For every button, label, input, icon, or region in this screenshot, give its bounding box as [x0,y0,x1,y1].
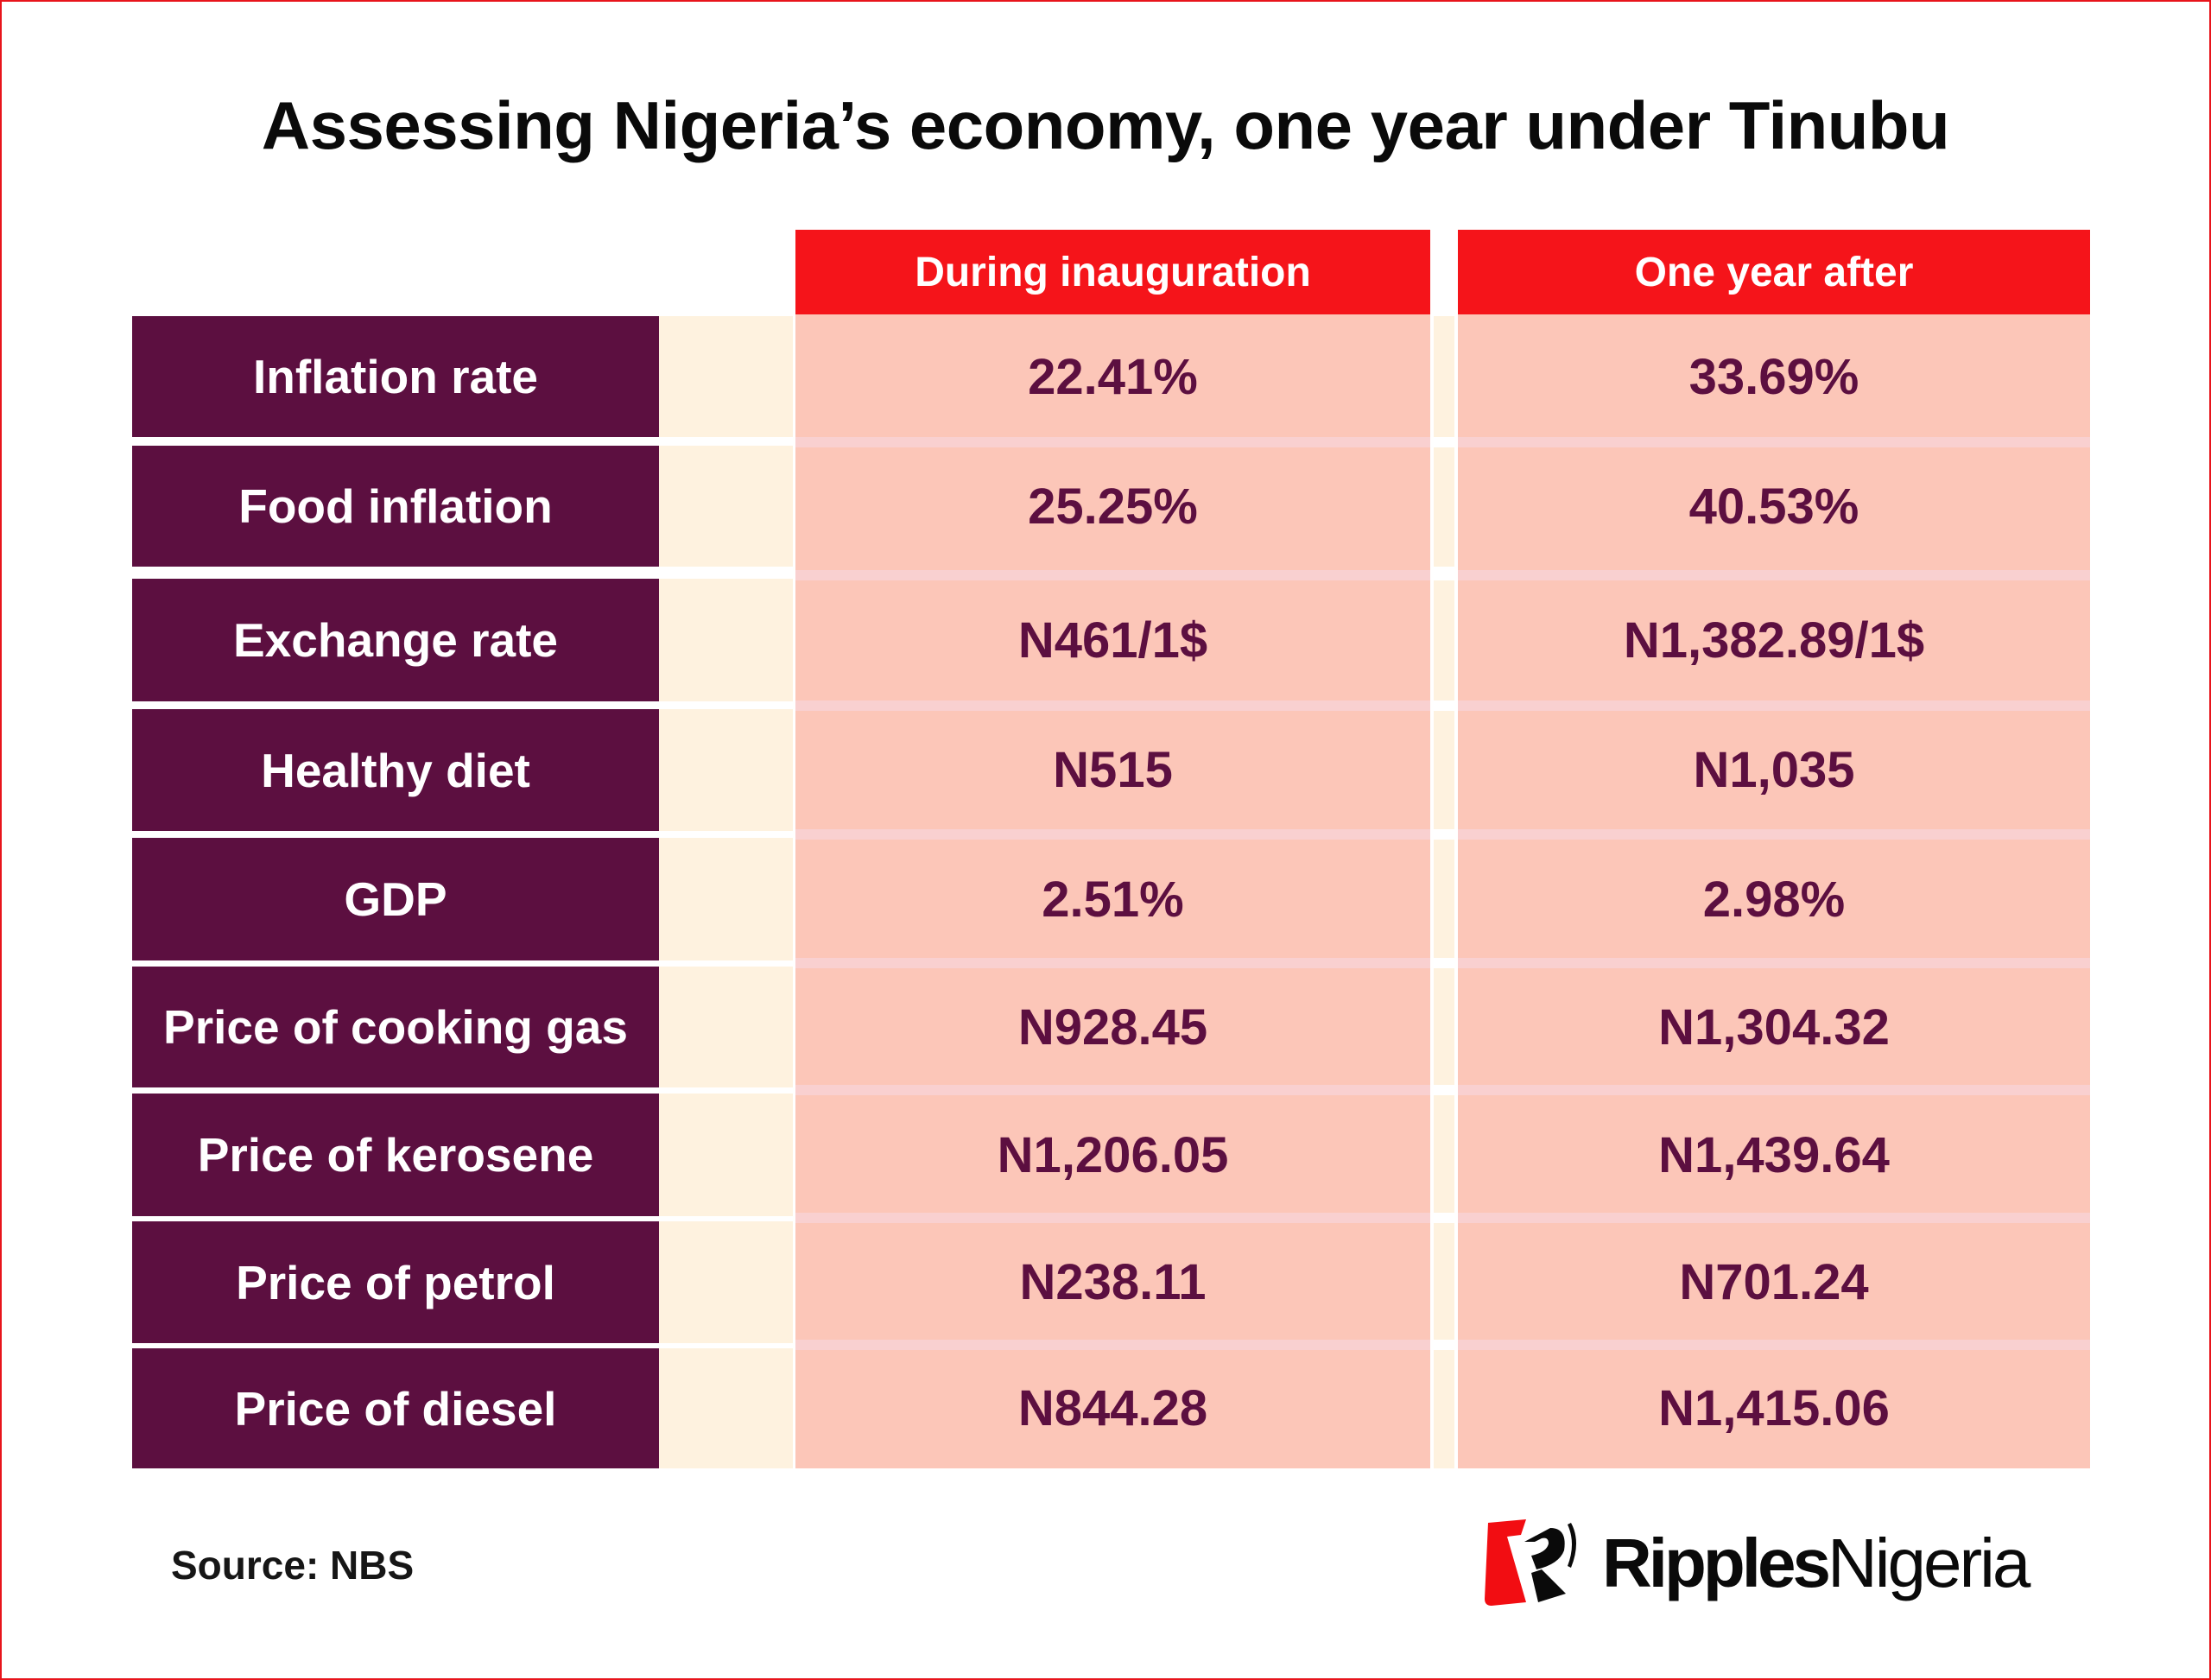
row-separator [1430,570,1458,580]
column-divider [1434,838,1454,960]
spacer-cell [659,446,793,567]
value-one-year-after: N701.24 [1679,1254,1869,1310]
row-separator [1430,437,1458,447]
row-label: GDP [132,838,659,960]
ripples-r-icon [1481,1516,1602,1611]
value-one-year-after: N1,439.64 [1658,1126,1890,1183]
column-divider [1434,316,1454,437]
value-one-year-after: N1,304.32 [1658,998,1890,1056]
column-background-after [1458,314,2090,1468]
spacer-cell [659,838,793,960]
row-separator [1430,1340,1458,1350]
value-one-year-after: N1,382.89/1$ [1623,612,1925,669]
logo-text-nigeria: Nigeria [1827,1525,2030,1601]
row-separator [1430,1213,1458,1223]
spacer-cell [659,709,793,831]
value-one-year-after: 2.98% [1702,871,1846,928]
source-note: Source: NBS [171,1543,415,1588]
spacer-cell [659,1221,793,1343]
row-label: Healthy diet [132,709,659,831]
spacer-cell [659,967,793,1087]
ripples-nigeria-logo: Ripples Nigeria [1481,1516,2030,1611]
row-label: Price of cooking gas [132,967,659,1087]
value-during-inauguration: N461/1$ [1017,612,1208,669]
header-during-inauguration: During inauguration [795,230,1430,314]
value-during-inauguration: N515 [1053,742,1173,798]
value-during-inauguration: N844.28 [1017,1380,1208,1436]
value-during-inauguration: N1,206.05 [997,1126,1229,1183]
column-divider [1434,1094,1454,1216]
logo-text-ripples: Ripples [1602,1525,1831,1601]
row-label: Price of petrol [132,1221,659,1343]
spacer-cell [659,316,793,437]
value-one-year-after: 33.69% [1688,348,1859,405]
column-divider [1434,967,1454,1087]
row-label: Food inflation [132,446,659,567]
value-one-year-after: N1,415.06 [1658,1380,1890,1436]
spacer-cell [659,1094,793,1216]
column-divider [1434,1348,1454,1468]
row-label: Price of diesel [132,1348,659,1468]
value-during-inauguration: N928.45 [1017,998,1208,1056]
header-one-year-after: One year after [1458,230,2090,314]
column-divider [1434,1221,1454,1343]
column-divider [1434,709,1454,831]
column-divider [1434,579,1454,701]
row-separator [1430,701,1458,711]
column-background-during [795,314,1430,1468]
value-during-inauguration: 22.41% [1028,348,1198,405]
value-one-year-after: 40.53% [1688,478,1859,535]
column-divider [1434,446,1454,567]
row-label: Exchange rate [132,579,659,701]
spacer-cell [659,1348,793,1468]
value-during-inauguration: N238.11 [1019,1254,1207,1310]
value-during-inauguration: 25.25% [1028,478,1198,535]
row-separator [1430,958,1458,968]
value-during-inauguration: 2.51% [1042,871,1184,928]
row-separator [1430,1085,1458,1095]
row-separator [1430,829,1458,840]
page-title: Assessing Nigeria’s economy, one year un… [261,87,1950,163]
spacer-cell [659,579,793,701]
row-label: Price of kerosene [132,1094,659,1216]
value-one-year-after: N1,035 [1693,742,1855,798]
row-label: Inflation rate [132,316,659,437]
